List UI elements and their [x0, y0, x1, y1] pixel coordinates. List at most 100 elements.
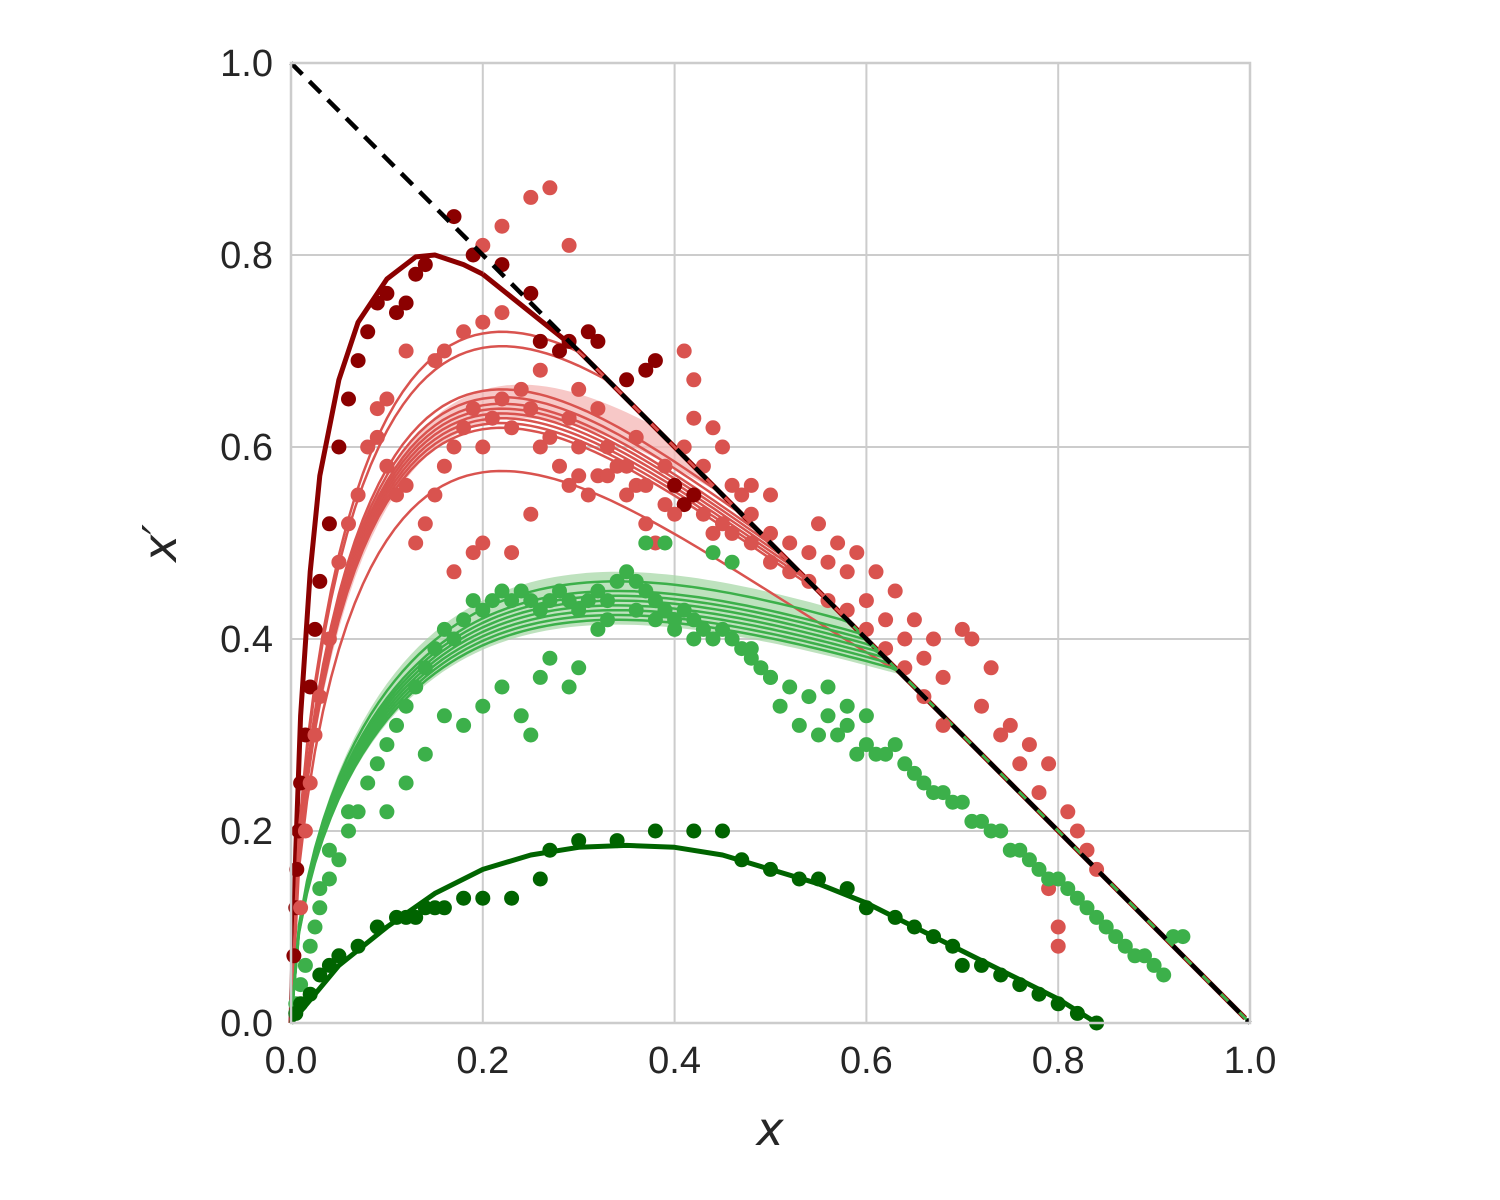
data-point — [456, 324, 472, 340]
data-point — [465, 593, 481, 609]
data-point — [408, 679, 424, 695]
data-point — [667, 477, 683, 493]
data-point — [715, 621, 730, 637]
data-point — [571, 381, 587, 397]
data-point — [619, 458, 635, 474]
data-point — [475, 890, 491, 906]
data-point — [830, 727, 846, 743]
y-tick-label: 0.8 — [220, 235, 273, 277]
data-point — [408, 266, 424, 282]
data-point — [887, 909, 903, 925]
data-point — [705, 545, 721, 561]
data-point — [408, 909, 424, 925]
data-point — [734, 487, 750, 503]
data-point — [935, 717, 951, 733]
data-point — [561, 410, 577, 426]
data-point — [638, 583, 654, 599]
data-point — [1175, 929, 1191, 945]
data-point — [878, 612, 894, 628]
data-point — [600, 439, 615, 455]
data-point — [312, 573, 328, 589]
data-point — [561, 593, 577, 609]
data-point — [436, 343, 452, 359]
data-point — [312, 900, 328, 916]
data-point — [456, 890, 472, 906]
data-point — [341, 516, 356, 532]
data-point — [1031, 861, 1047, 877]
data-point — [436, 458, 452, 474]
data-point — [369, 429, 385, 445]
data-point — [532, 439, 548, 455]
data-point — [494, 679, 510, 695]
data-point — [676, 497, 692, 513]
data-point — [628, 429, 644, 445]
x-tick-label: 1.0 — [1224, 1040, 1277, 1082]
data-point — [350, 353, 366, 369]
data-point — [293, 900, 309, 916]
data-point — [839, 881, 855, 897]
data-point — [667, 506, 683, 522]
data-point — [715, 439, 730, 455]
data-point — [427, 353, 443, 369]
data-point — [446, 439, 462, 455]
data-point — [619, 372, 635, 388]
data-point — [647, 823, 663, 839]
data-point — [926, 631, 941, 647]
data-point — [398, 698, 414, 714]
data-point — [897, 631, 913, 647]
data-point — [360, 439, 376, 455]
data-point — [791, 717, 807, 733]
data-point — [456, 612, 472, 628]
data-point — [628, 602, 644, 618]
data-point — [839, 698, 855, 714]
data-point — [523, 593, 539, 609]
data-point — [724, 477, 740, 493]
y-tick-labels: 0.0 0.2 0.4 0.6 0.8 1.0 — [220, 43, 273, 1045]
data-point — [542, 180, 558, 196]
data-point — [494, 305, 510, 321]
data-point — [858, 593, 874, 609]
data-point — [782, 535, 798, 551]
data-point — [369, 295, 385, 311]
data-point — [302, 679, 318, 695]
data-point — [647, 353, 663, 369]
data-point — [695, 621, 711, 637]
data-point — [379, 804, 395, 820]
data-point — [657, 602, 673, 618]
data-point — [552, 458, 567, 474]
data-point — [523, 727, 539, 743]
data-point — [446, 564, 462, 580]
data-point — [1060, 881, 1076, 897]
x-axis-label: x — [754, 1102, 784, 1156]
data-point — [389, 717, 404, 733]
data-point — [580, 324, 596, 340]
data-point — [580, 593, 596, 609]
data-point — [484, 593, 500, 609]
data-point — [465, 545, 481, 561]
data-point — [1117, 938, 1133, 954]
data-point — [858, 737, 874, 753]
data-point — [811, 871, 826, 887]
data-point — [331, 852, 347, 868]
reference-dashed-line — [289, 61, 1252, 1025]
data-point — [763, 861, 778, 877]
data-point — [379, 458, 395, 474]
data-point — [619, 564, 635, 580]
data-point — [1069, 890, 1085, 906]
data-point — [532, 602, 548, 618]
data-point — [532, 362, 548, 378]
data-point — [408, 535, 424, 551]
data-point — [638, 516, 654, 532]
data-point — [849, 746, 865, 762]
data-point — [350, 938, 366, 954]
data-point — [695, 506, 711, 522]
data-point — [360, 324, 376, 340]
data-point — [571, 833, 587, 849]
data-point — [561, 679, 577, 695]
data-point — [743, 641, 759, 657]
data-point — [734, 852, 750, 868]
data-point — [811, 516, 826, 532]
data-point — [494, 583, 510, 599]
data-point — [504, 593, 520, 609]
